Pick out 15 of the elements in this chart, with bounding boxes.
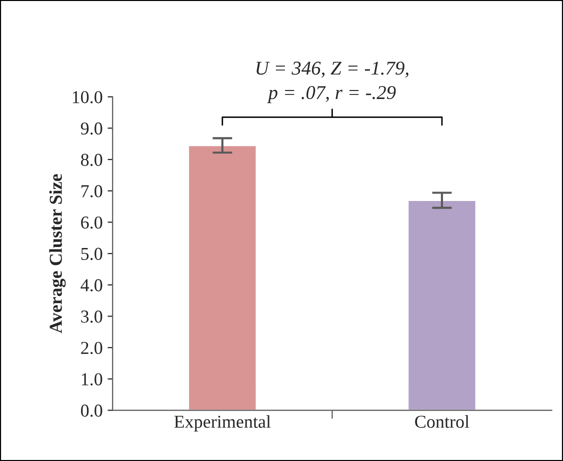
- y-tick-label: 0.0: [80, 404, 102, 417]
- y-tick-label: 8.0: [80, 154, 102, 166]
- y-tick-label: 6.0: [81, 216, 102, 229]
- y-tick-label: 4.0: [80, 279, 102, 292]
- y-tick-label: 2.0: [81, 342, 102, 354]
- y-axis-title: Average Cluster Size: [49, 174, 66, 334]
- y-tick-label: 5.0: [81, 248, 102, 260]
- x-tick-label: Experimental: [174, 415, 271, 432]
- y-tick-label: 1.0: [82, 373, 102, 386]
- annotation: U = 346, Z = -1.79, p = .07, r = -.29: [256, 62, 408, 104]
- y-tick-label: 10.0: [72, 91, 102, 104]
- x-tick-label: Control: [415, 415, 470, 428]
- y-tick-label: 7.0: [82, 185, 102, 198]
- y-tick-label: 3.0: [81, 310, 102, 323]
- y-tick-label: 9.0: [80, 122, 102, 135]
